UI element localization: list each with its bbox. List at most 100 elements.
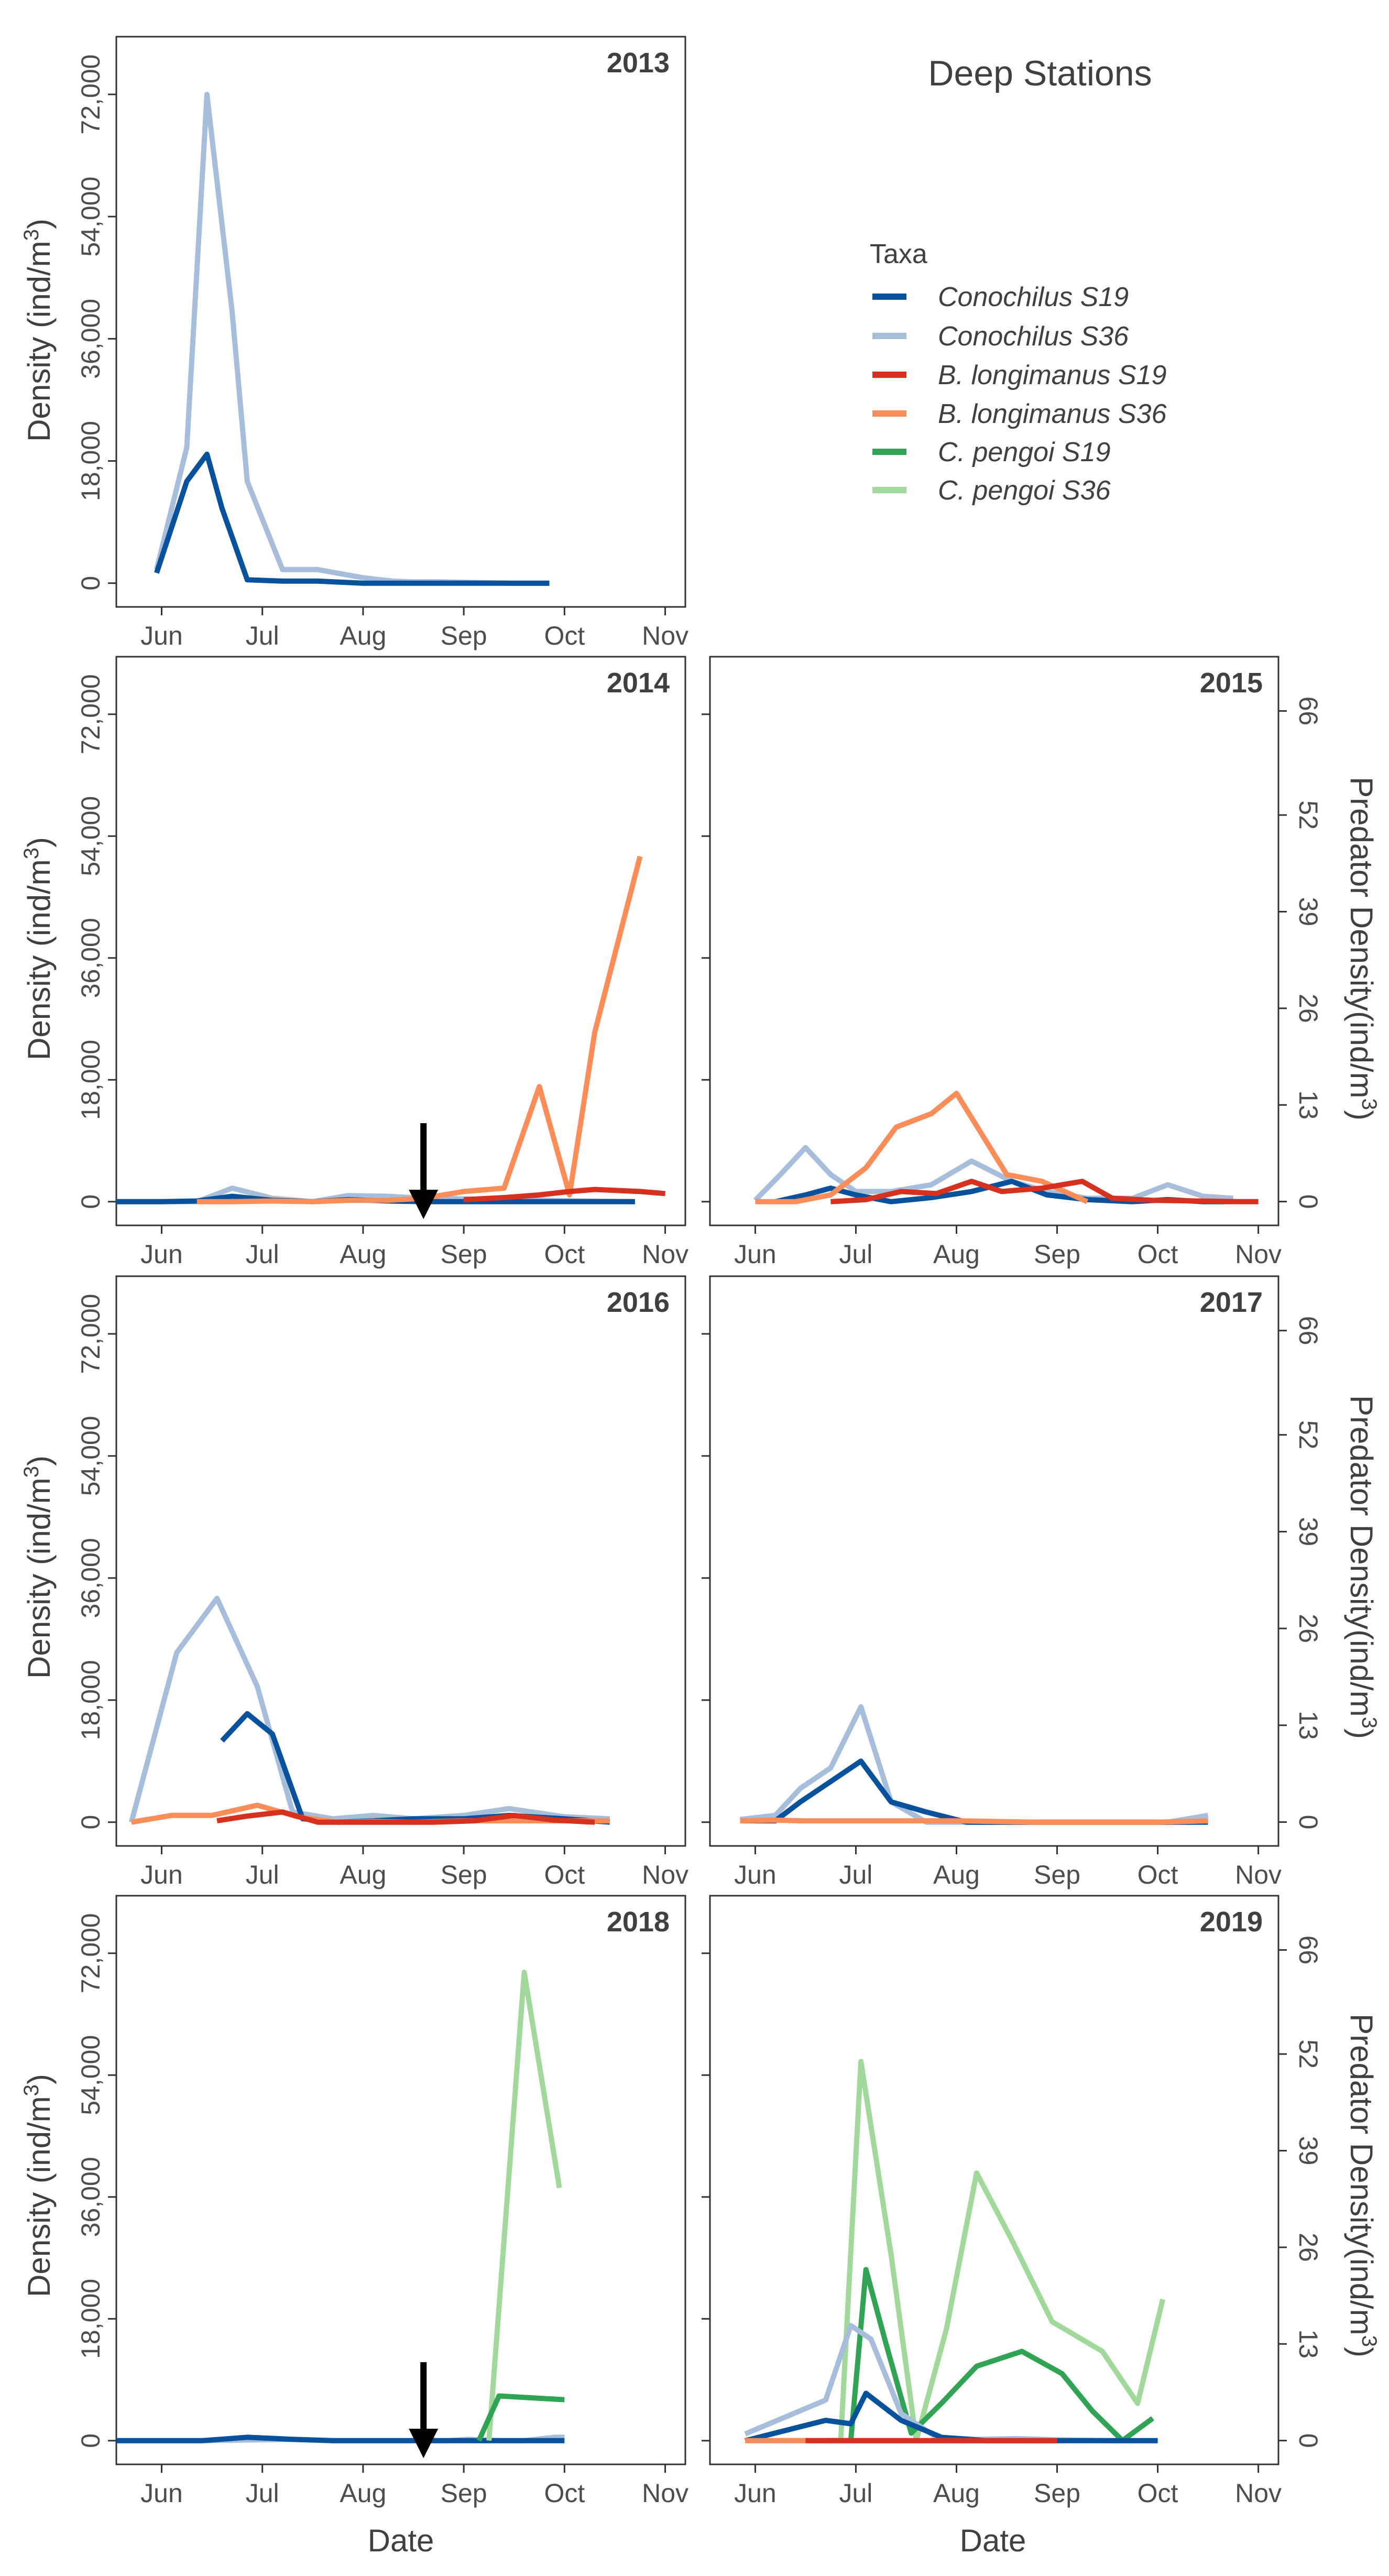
panel-2016-x-tick-label: Sep <box>441 1860 487 1889</box>
panel-2017-right-tick-label: 13 <box>1294 1711 1323 1740</box>
legend-label-conochilus-s36: Conochilus S36 <box>938 321 1129 352</box>
panel-2017-right-tick-label: 52 <box>1294 1420 1323 1450</box>
panel-2017-x-tick-label: Oct <box>1138 1860 1178 1889</box>
panel-2015-right-tick-label: 26 <box>1294 994 1323 1023</box>
panel-2015-series-bl36 <box>755 1091 1089 1204</box>
panel-2015-x-tick-label: Jun <box>734 1240 776 1269</box>
panel-2015-right-tick-label: 13 <box>1294 1090 1323 1119</box>
panel-2015-year-label: 2015 <box>1200 667 1263 699</box>
panel-2014-x-tick-label: Oct <box>544 1240 585 1269</box>
panel-2019-right-tick-label: 13 <box>1294 2329 1323 2358</box>
panel-2019-right-tick-label: 39 <box>1294 2136 1323 2166</box>
legend-label-c-pengoi-s19: C. pengoi S19 <box>938 437 1111 468</box>
panel-2019-right-tick-label: 66 <box>1294 1936 1323 1965</box>
panel-2017-right-tick-label: 39 <box>1294 1517 1323 1547</box>
panel-2014-y-tick-label: 54,000 <box>76 796 105 876</box>
panel-2018: Jun Jul Aug Sep Oct Nov 0 18,000 36,000 54,000 72,… <box>76 1895 688 2508</box>
panel-2013-y-tick-label: 36,000 <box>76 299 105 379</box>
panel-2014: Jun Jul Aug Sep Oct Nov 0 18,000 36,000 54,000 72,… <box>76 656 688 1269</box>
panel-2018-y-tick-label: 0 <box>76 2433 105 2448</box>
panel-2015-right-tick-label: 0 <box>1294 1194 1323 1209</box>
panel-2018-x-tick-label: Nov <box>642 2479 688 2508</box>
panel-2015-series-con36 <box>753 1145 1233 1202</box>
panel-2014-x-tick-label: Sep <box>441 1240 487 1269</box>
panel-2019-x-tick-label: Aug <box>933 2479 980 2508</box>
panel-2013-series-con19 <box>154 451 550 586</box>
right-axis-title-2015: Predator Density(ind/m3) <box>1344 777 1381 1121</box>
panel-2014-year-label: 2014 <box>607 667 670 699</box>
panel-2015: Jun Jul Aug Sep Oct Nov 0 13 26 39 52 66 2015 <box>702 656 1323 1269</box>
panel-2018-series-con19 <box>116 2434 565 2443</box>
panel-2015-frame <box>709 656 1279 1226</box>
panel-2017-x-tick-label: Jun <box>734 1860 776 1889</box>
panel-2017-year-label: 2017 <box>1200 1287 1263 1318</box>
panel-2019-series-cp36 <box>745 2059 1166 2443</box>
panel-2019-year-label: 2019 <box>1200 1906 1263 1938</box>
panel-2019-x-tick-label: Nov <box>1235 2479 1282 2508</box>
panel-2015-x-tick-label: Nov <box>1235 1240 1282 1269</box>
panel-2014-x-tick-label: Nov <box>642 1240 688 1269</box>
y-axis-title-2013: Density (ind/m3) <box>20 219 57 442</box>
panel-2016-series-con36 <box>128 1595 610 1823</box>
down-arrow-icon <box>409 2362 439 2458</box>
panel-2018-series-cp36 <box>486 1970 562 2441</box>
panel-2015-x-tick-label: Oct <box>1138 1240 1178 1269</box>
panel-2019-x-tick-label: Sep <box>1034 2479 1080 2508</box>
panel-2013-year-label: 2013 <box>607 47 670 79</box>
panel-2016-series-bl19 <box>216 1809 595 1825</box>
panel-2013-x-tick-label: Jul <box>246 621 279 650</box>
panel-2013-x-tick-label: Oct <box>544 621 585 650</box>
panel-2013-y-tick-label: 0 <box>76 576 105 591</box>
panel-2018-y-tick-label: 72,000 <box>76 1913 105 1993</box>
panel-2013-x-tick-label: Nov <box>642 621 688 650</box>
panel-2017-right-tick-label: 66 <box>1294 1316 1323 1345</box>
panel-2018-x-tick-label: Oct <box>544 2479 585 2508</box>
panel-2018-x-tick-label: Aug <box>340 2479 386 2508</box>
panel-2018-y-tick-label: 54,000 <box>76 2035 105 2115</box>
panel-2015-x-tick-label: Sep <box>1034 1240 1080 1269</box>
panel-2015-x-tick-label: Jul <box>839 1240 872 1269</box>
panel-2019: Jun Jul Aug Sep Oct Nov 0 13 26 39 52 66 2019 <box>702 1895 1323 2508</box>
panel-2017: Jun Jul Aug Sep Oct Nov 0 13 26 39 52 66 2017 <box>702 1275 1323 1889</box>
down-arrow-icon <box>409 1123 439 1219</box>
panel-2017-x-tick-label: Aug <box>933 1860 980 1889</box>
panel-2013-x-tick-label: Sep <box>441 621 487 650</box>
panel-2018-x-tick-label: Jun <box>140 2479 183 2508</box>
panel-2015-series-bl19 <box>830 1179 1259 1204</box>
panel-2016-y-tick-label: 54,000 <box>76 1416 105 1496</box>
panel-2017-x-tick-label: Jul <box>839 1860 872 1889</box>
panel-2016-x-tick-label: Oct <box>544 1860 585 1889</box>
panel-2017-x-tick-label: Sep <box>1034 1860 1080 1889</box>
panel-2017-series-bl36 <box>740 1817 1208 1825</box>
right-axis-title-2019: Predator Density(ind/m3) <box>1344 2014 1381 2357</box>
panel-2016-frame <box>115 1275 686 1847</box>
panel-2018-y-tick-label: 36,000 <box>76 2157 105 2237</box>
panel-2015-x-tick-label: Aug <box>933 1240 980 1269</box>
panel-2014-frame <box>115 656 686 1226</box>
panel-2018-x-tick-label: Jul <box>246 2479 279 2508</box>
y-axis-title-2014: Density (ind/m3) <box>20 837 57 1060</box>
panel-2018-series-cp19 <box>476 2393 565 2442</box>
panel-2013-x-tick-label: Aug <box>340 621 386 650</box>
legend-label-b-longimanus-s36: B. longimanus S36 <box>938 399 1167 429</box>
panel-2016-x-tick-label: Aug <box>340 1860 386 1889</box>
panel-2014-x-tick-label: Jun <box>140 1240 183 1269</box>
panel-2016-x-tick-label: Nov <box>642 1860 688 1889</box>
panel-2018-y-tick-label: 18,000 <box>76 2279 105 2359</box>
panel-2019-series-cp19 <box>825 2267 1154 2443</box>
panel-2018-year-label: 2018 <box>607 1906 670 1938</box>
panel-2018-frame <box>115 1895 686 2465</box>
right-axis-title-2017: Predator Density(ind/m3) <box>1344 1395 1381 1739</box>
panel-2014-x-tick-label: Aug <box>340 1240 386 1269</box>
panel-2014-x-tick-label: Jul <box>246 1240 279 1269</box>
panel-2014-y-tick-label: 18,000 <box>76 1040 105 1120</box>
panel-2013-frame <box>115 36 686 608</box>
panel-2019-right-tick-label: 26 <box>1294 2233 1323 2262</box>
panel-2019-x-tick-label: Jun <box>734 2479 776 2508</box>
panel-2013-y-tick-label: 72,000 <box>76 55 105 135</box>
panel-2013: Jun Jul Aug Sep Oct Nov 0 18,000 36,000 54,000 72,… <box>76 36 688 650</box>
y-axis-title-2016: Density (ind/m3) <box>20 1455 57 1679</box>
panel-2014-series-bl19 <box>463 1187 666 1202</box>
